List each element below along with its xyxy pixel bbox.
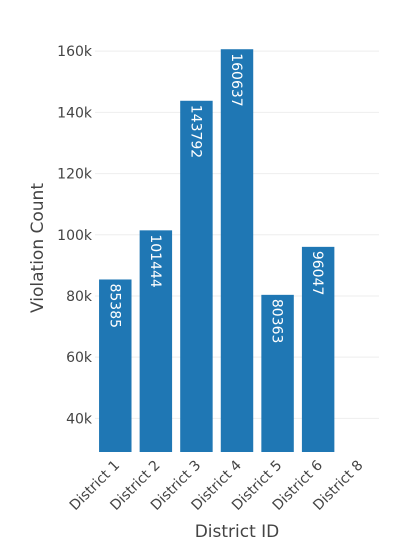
y-tick-label: 120k [57,167,93,183]
y-tick-label: 160k [57,44,93,60]
y-axis-ticks: 40k 60k 80k 100k 120k 140k 160k [57,44,93,427]
bar-data-label: 80363 [269,299,285,344]
y-tick-label: 80k [66,289,93,305]
bar [301,246,335,452]
bar-data-label: 160637 [228,53,244,106]
y-axis-title: Violation Count [28,183,48,313]
bar-data-label: 96047 [309,251,325,296]
y-tick-label: 60k [66,350,93,366]
y-tick-label: 40k [66,411,93,427]
bar [220,49,254,453]
bar [139,230,173,452]
y-tick-label: 140k [57,105,93,121]
bar [180,100,213,452]
bar-data-label: 143792 [187,105,203,158]
y-tick-label: 100k [57,228,93,244]
bars [99,49,335,453]
bar-data-label: 101444 [147,234,163,288]
x-axis-title: District ID [195,522,280,542]
bar-data-labels: 85385 101444 143792 160637 80363 96047 [106,53,325,343]
bar [261,294,294,452]
bar [99,279,132,452]
bar-data-label: 85385 [106,283,122,328]
